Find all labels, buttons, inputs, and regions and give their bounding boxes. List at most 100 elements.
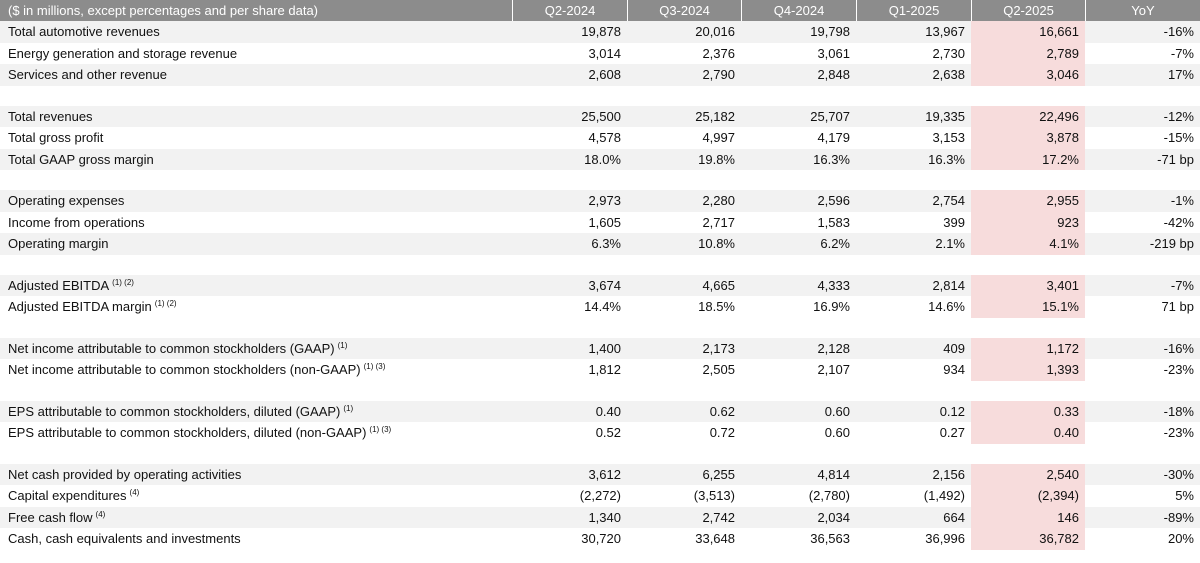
cell-q2-2024: 18.0%: [512, 148, 627, 170]
header-q4-2024: Q4-2024: [741, 0, 856, 21]
cell-q1-2025: 36,996: [925, 531, 965, 547]
table-row: Operating margin 6.3% 10.8% 6.2% 2.1% 4.1% -21…: [0, 233, 1200, 255]
table-row: Operating expenses 2,973 2,280 2,596 2,754 2,…: [0, 190, 1200, 212]
row-label: EPS attributable to common stockholders,…: [0, 422, 512, 444]
cell-q3-2024: 33,648: [695, 531, 735, 547]
cell-q2-2025: 1,172: [971, 337, 1085, 359]
cell-q2-2025: 146: [971, 506, 1085, 528]
footnote-ref: (1) (3): [363, 362, 386, 372]
table-body: Total automotive revenues 19,878 20,016 19,…: [0, 21, 1200, 550]
spacer-row: [0, 254, 1200, 275]
cell-q1-2025: 13,967: [856, 21, 971, 43]
cell-q2-2024: 1,605: [588, 214, 621, 230]
cell-yoy: -18%: [1085, 400, 1200, 422]
cell-q4-2024: 2,128: [741, 337, 856, 359]
cell-q3-2024: 2,790: [627, 64, 741, 86]
cell-q3-2024: 4,997: [702, 130, 735, 146]
table-row: Net income attributable to common stockh…: [0, 337, 1200, 359]
row-label: Adjusted EBITDA (1) (2): [0, 274, 512, 296]
cell-q4-2024: 16.9%: [813, 299, 850, 315]
cell-q1-2025: 409: [856, 337, 971, 359]
table-row: Total revenues 25,500 25,182 25,707 19,335 22…: [0, 105, 1200, 127]
cell-q2-2025: 17.2%: [971, 148, 1085, 170]
cell-q1-2025: 14.6%: [928, 299, 965, 315]
header-label: ($ in millions, except percentages and p…: [0, 0, 512, 21]
row-label: Net income attributable to common stockh…: [0, 337, 512, 359]
table-row: Total gross profit 4,578 4,997 4,179 3,153 3,…: [0, 127, 1200, 149]
cell-q3-2024: (3,513): [693, 488, 735, 504]
cell-q2-2025: 3,046: [971, 64, 1085, 86]
cell-q2-2024: 2,973: [512, 190, 627, 212]
cell-q1-2025: 934: [943, 362, 965, 378]
row-label-text: Capital expenditures: [8, 488, 127, 504]
cell-q2-2025: 16,661: [971, 21, 1085, 43]
spacer-row: [0, 170, 1200, 190]
table-row: Net cash provided by operating activitie…: [0, 463, 1200, 485]
table-row: Total automotive revenues 19,878 20,016 19,…: [0, 21, 1200, 43]
cell-q4-2024: 0.60: [824, 425, 850, 441]
spacer-row: [0, 380, 1200, 401]
cell-q1-2025: 3,153: [932, 130, 965, 146]
header-q3-2024: Q3-2024: [627, 0, 741, 21]
cell-q3-2024: 4,665: [627, 274, 741, 296]
row-label: Energy generation and storage revenue: [0, 43, 512, 65]
cell-q2-2025: 2,955: [971, 190, 1085, 212]
financial-summary-table: ($ in millions, except percentages and p…: [0, 0, 1200, 550]
row-label: Operating margin: [0, 233, 512, 255]
table-row: Net income attributable to common stockh…: [0, 359, 1200, 381]
cell-yoy: -16%: [1085, 337, 1200, 359]
cell-q2-2025: 1,393: [971, 359, 1085, 381]
cell-q4-2024: 36,563: [810, 531, 850, 547]
cell-q2-2025: 0.40: [971, 422, 1085, 444]
cell-q1-2025: 2,638: [856, 64, 971, 86]
cell-q2-2024: 3,612: [512, 463, 627, 485]
header-yoy: YoY: [1085, 0, 1200, 21]
row-label: Total automotive revenues: [0, 21, 512, 43]
row-label: Income from operations: [0, 212, 512, 234]
cell-q3-2024: 19.8%: [627, 148, 741, 170]
table-row: Cash, cash equivalents and investments 30…: [0, 528, 1200, 550]
cell-yoy: 71 bp: [1161, 299, 1194, 315]
cell-q3-2024: 20,016: [627, 21, 741, 43]
table-row: Total GAAP gross margin 18.0% 19.8% 16.3% 16…: [0, 148, 1200, 170]
cell-yoy: -71 bp: [1085, 148, 1200, 170]
cell-yoy: -16%: [1085, 21, 1200, 43]
row-label-text: Operating margin: [8, 236, 109, 252]
row-label: Net cash provided by operating activitie…: [0, 463, 512, 485]
row-label-text: Net cash provided by operating activitie…: [8, 466, 242, 482]
row-label: Services and other revenue: [0, 64, 512, 86]
cell-q3-2024: 2,376: [702, 45, 735, 61]
cell-q1-2025: 2,156: [856, 463, 971, 485]
cell-q2-2025: 2,540: [971, 463, 1085, 485]
cell-q4-2024: 2,596: [741, 190, 856, 212]
footnote-ref: (4): [129, 488, 140, 498]
row-label-text: Services and other revenue: [8, 67, 167, 83]
header-q1-2025: Q1-2025: [856, 0, 971, 21]
table-row: Capital expenditures (4) (2,272) (3,513) (2,…: [0, 485, 1200, 507]
cell-q4-2024: 0.60: [741, 400, 856, 422]
row-label: Cash, cash equivalents and investments: [0, 528, 512, 550]
spacer-cell: [0, 380, 1200, 401]
header-row: ($ in millions, except percentages and p…: [0, 0, 1200, 21]
row-label-text: Total automotive revenues: [8, 24, 160, 40]
row-label: Capital expenditures (4): [0, 485, 512, 507]
cell-q2-2024: 0.52: [595, 425, 621, 441]
cell-yoy: -7%: [1170, 45, 1194, 61]
table-row: Services and other revenue 2,608 2,790 2,84…: [0, 64, 1200, 86]
row-label: Total GAAP gross margin: [0, 148, 512, 170]
cell-q2-2025: (2,394): [971, 485, 1085, 507]
cell-q1-2025: 2,754: [856, 190, 971, 212]
header-q2-2024: Q2-2024: [512, 0, 627, 21]
cell-q2-2025: 15.1%: [971, 296, 1085, 318]
cell-q3-2024: 0.62: [627, 400, 741, 422]
row-label-text: Total gross profit: [8, 130, 104, 146]
table-row: Income from operations 1,605 2,717 1,583 399…: [0, 211, 1200, 234]
cell-q1-2025: 399: [943, 214, 965, 230]
cell-q2-2025: 3,878: [971, 127, 1085, 149]
table-row: Adjusted EBITDA (1) (2) 3,674 4,665 4,333 2,8…: [0, 274, 1200, 296]
cell-yoy: -219 bp: [1085, 233, 1200, 255]
cell-yoy: -42%: [1163, 214, 1194, 230]
cell-q2-2024: 14.4%: [584, 299, 621, 315]
spacer-cell: [0, 170, 1200, 190]
table-row: EPS attributable to common stockholders,…: [0, 400, 1200, 422]
